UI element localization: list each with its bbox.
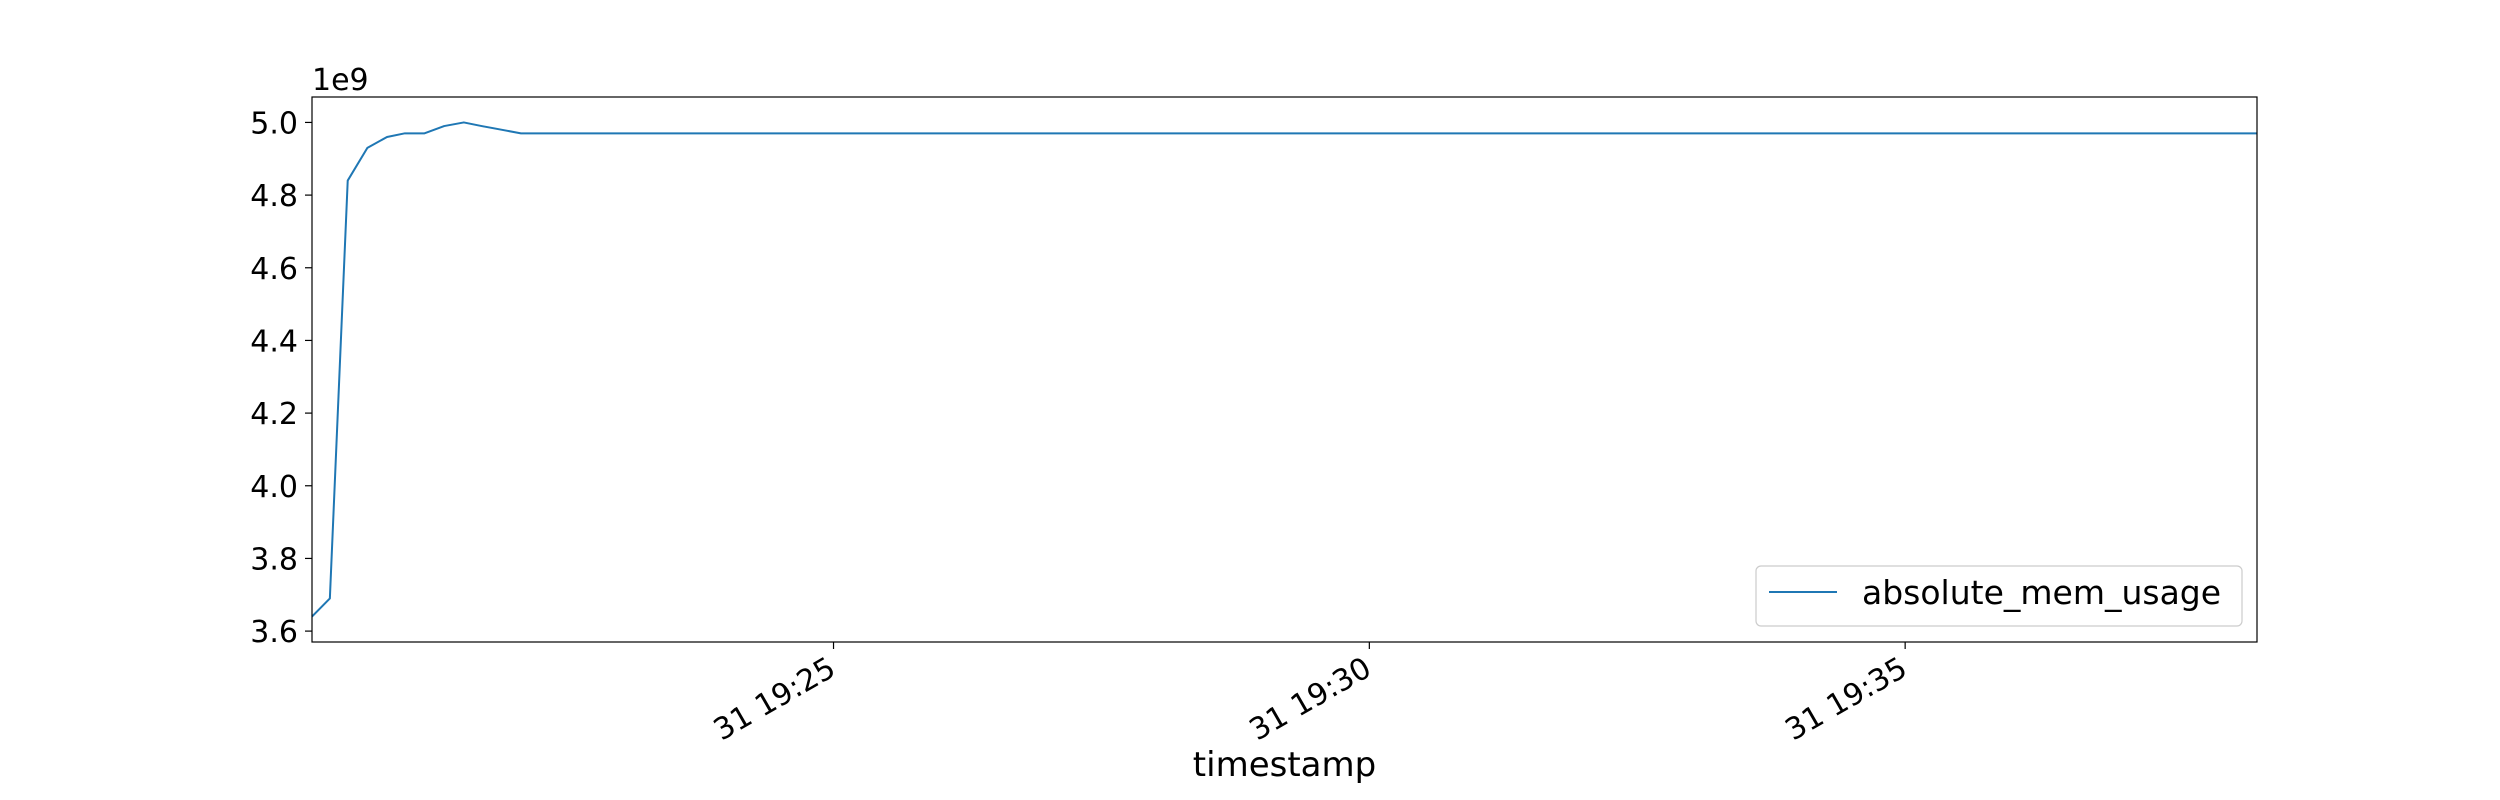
y-tick-label: 4.4 [250,324,298,359]
plot-frame [311,96,2258,643]
y-tick-label: 3.8 [250,542,298,577]
x-axis-title: timestamp [1193,745,1376,785]
y-tick-label: 4.2 [250,397,298,432]
y-tick-label: 4.8 [250,179,298,214]
series-line-absolute-mem-usage [311,121,2257,618]
legend-label: absolute_mem_usage [1862,573,2221,612]
y-tick-label: 5.0 [250,106,298,141]
y-tick-label: 4.6 [250,252,298,287]
y-axis: 3.6 3.8 4.0 4.2 4.4 4.6 4.8 5.0 [250,106,312,650]
plot-area [312,97,2257,642]
series-layer [311,121,2257,618]
legend-box [1755,565,2243,627]
legend: absolute_mem_usage [1755,565,2243,627]
y-offset-text: 1e9 [312,63,369,98]
y-tick-label: 4.0 [250,470,298,505]
y-tick-label: 3.6 [250,615,298,650]
